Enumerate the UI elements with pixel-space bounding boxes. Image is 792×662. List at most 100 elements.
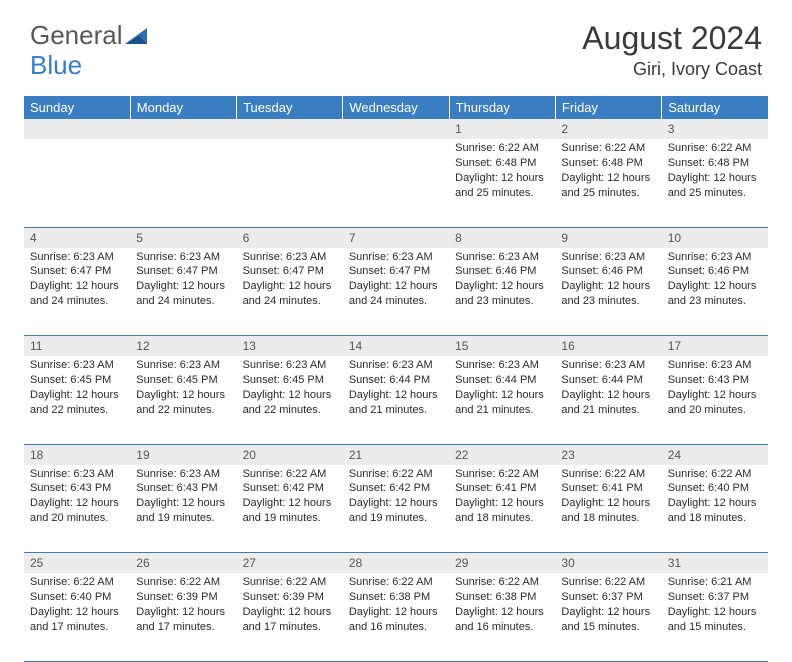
day-detail-cell: Sunrise: 6:23 AMSunset: 6:47 PMDaylight:… [343,248,449,336]
day-detail-cell: Sunrise: 6:23 AMSunset: 6:46 PMDaylight:… [449,248,555,336]
day-number-cell: 1 [449,119,555,139]
day-detail: Sunrise: 6:23 AMSunset: 6:46 PMDaylight:… [662,248,768,313]
day-detail-cell [24,139,130,227]
title-block: August 2024 Giri, Ivory Coast [582,20,762,80]
weekday-header: Friday [555,96,661,119]
day-detail-cell [237,139,343,227]
day-number-row: 45678910 [24,227,768,248]
day-number-cell: 31 [662,553,768,574]
day-detail: Sunrise: 6:23 AMSunset: 6:43 PMDaylight:… [130,465,236,530]
day-detail: Sunrise: 6:23 AMSunset: 6:45 PMDaylight:… [24,356,130,421]
day-detail: Sunrise: 6:23 AMSunset: 6:47 PMDaylight:… [343,248,449,313]
day-number-row: 123 [24,119,768,139]
day-detail: Sunrise: 6:22 AMSunset: 6:42 PMDaylight:… [343,465,449,530]
day-number-cell: 18 [24,444,130,465]
day-detail-cell [130,139,236,227]
day-number-cell: 11 [24,336,130,357]
day-detail: Sunrise: 6:23 AMSunset: 6:45 PMDaylight:… [130,356,236,421]
day-detail: Sunrise: 6:22 AMSunset: 6:40 PMDaylight:… [662,465,768,530]
day-detail: Sunrise: 6:22 AMSunset: 6:39 PMDaylight:… [130,573,236,638]
day-detail-cell: Sunrise: 6:22 AMSunset: 6:39 PMDaylight:… [130,573,236,661]
calendar-table: SundayMondayTuesdayWednesdayThursdayFrid… [24,96,768,662]
day-number-cell: 12 [130,336,236,357]
day-number-cell: 14 [343,336,449,357]
day-number-cell: 22 [449,444,555,465]
day-detail-cell: Sunrise: 6:23 AMSunset: 6:45 PMDaylight:… [24,356,130,444]
day-detail-cell: Sunrise: 6:22 AMSunset: 6:38 PMDaylight:… [343,573,449,661]
day-number-cell: 16 [555,336,661,357]
day-detail-cell: Sunrise: 6:23 AMSunset: 6:47 PMDaylight:… [237,248,343,336]
day-detail-cell: Sunrise: 6:22 AMSunset: 6:40 PMDaylight:… [24,573,130,661]
day-detail-row: Sunrise: 6:22 AMSunset: 6:40 PMDaylight:… [24,573,768,661]
day-detail-cell: Sunrise: 6:22 AMSunset: 6:42 PMDaylight:… [237,465,343,553]
day-number-cell: 28 [343,553,449,574]
day-detail: Sunrise: 6:22 AMSunset: 6:48 PMDaylight:… [555,139,661,204]
logo-line2: Blue [30,50,82,81]
day-detail: Sunrise: 6:23 AMSunset: 6:47 PMDaylight:… [130,248,236,313]
month-title: August 2024 [582,20,762,57]
day-detail-cell: Sunrise: 6:23 AMSunset: 6:43 PMDaylight:… [662,356,768,444]
day-number-cell: 20 [237,444,343,465]
weekday-header: Sunday [24,96,130,119]
day-detail-row: Sunrise: 6:23 AMSunset: 6:47 PMDaylight:… [24,248,768,336]
day-detail-cell: Sunrise: 6:23 AMSunset: 6:45 PMDaylight:… [237,356,343,444]
day-detail: Sunrise: 6:22 AMSunset: 6:41 PMDaylight:… [555,465,661,530]
day-detail: Sunrise: 6:22 AMSunset: 6:48 PMDaylight:… [449,139,555,204]
day-detail-cell: Sunrise: 6:23 AMSunset: 6:43 PMDaylight:… [24,465,130,553]
day-number-row: 18192021222324 [24,444,768,465]
day-number-cell [343,119,449,139]
day-number-cell [24,119,130,139]
day-detail: Sunrise: 6:22 AMSunset: 6:38 PMDaylight:… [343,573,449,638]
day-detail: Sunrise: 6:22 AMSunset: 6:37 PMDaylight:… [555,573,661,638]
day-detail-cell: Sunrise: 6:22 AMSunset: 6:48 PMDaylight:… [662,139,768,227]
day-detail-cell: Sunrise: 6:22 AMSunset: 6:48 PMDaylight:… [555,139,661,227]
day-number-cell: 26 [130,553,236,574]
day-number-cell: 6 [237,227,343,248]
day-number-cell: 29 [449,553,555,574]
day-number-cell: 2 [555,119,661,139]
logo-text-general: General [30,20,123,51]
day-number-cell: 7 [343,227,449,248]
day-number-cell: 24 [662,444,768,465]
logo: General [30,20,147,51]
day-detail-cell: Sunrise: 6:22 AMSunset: 6:42 PMDaylight:… [343,465,449,553]
day-number-cell: 4 [24,227,130,248]
day-number-cell: 9 [555,227,661,248]
day-number-cell: 13 [237,336,343,357]
day-number-cell: 3 [662,119,768,139]
day-number-cell: 15 [449,336,555,357]
day-detail: Sunrise: 6:23 AMSunset: 6:47 PMDaylight:… [24,248,130,313]
day-number-cell: 23 [555,444,661,465]
day-detail-cell [343,139,449,227]
day-number-cell [130,119,236,139]
day-number-cell: 21 [343,444,449,465]
day-detail-cell: Sunrise: 6:23 AMSunset: 6:44 PMDaylight:… [555,356,661,444]
day-detail: Sunrise: 6:23 AMSunset: 6:47 PMDaylight:… [237,248,343,313]
header: General August 2024 Giri, Ivory Coast [0,0,792,88]
day-detail-cell: Sunrise: 6:23 AMSunset: 6:47 PMDaylight:… [24,248,130,336]
day-detail-cell: Sunrise: 6:22 AMSunset: 6:41 PMDaylight:… [449,465,555,553]
day-detail: Sunrise: 6:22 AMSunset: 6:48 PMDaylight:… [662,139,768,204]
day-number-cell: 8 [449,227,555,248]
day-detail: Sunrise: 6:23 AMSunset: 6:46 PMDaylight:… [555,248,661,313]
weekday-header: Saturday [662,96,768,119]
day-number-cell: 19 [130,444,236,465]
day-number-row: 11121314151617 [24,336,768,357]
logo-text-blue: Blue [30,50,82,80]
day-number-row: 25262728293031 [24,553,768,574]
day-detail-row: Sunrise: 6:23 AMSunset: 6:43 PMDaylight:… [24,465,768,553]
day-detail-cell: Sunrise: 6:23 AMSunset: 6:45 PMDaylight:… [130,356,236,444]
day-detail-cell: Sunrise: 6:23 AMSunset: 6:44 PMDaylight:… [449,356,555,444]
day-detail-cell: Sunrise: 6:23 AMSunset: 6:46 PMDaylight:… [662,248,768,336]
day-number-cell: 10 [662,227,768,248]
day-detail-cell: Sunrise: 6:23 AMSunset: 6:47 PMDaylight:… [130,248,236,336]
weekday-header: Tuesday [237,96,343,119]
day-detail: Sunrise: 6:21 AMSunset: 6:37 PMDaylight:… [662,573,768,638]
day-detail: Sunrise: 6:23 AMSunset: 6:44 PMDaylight:… [343,356,449,421]
day-detail: Sunrise: 6:23 AMSunset: 6:44 PMDaylight:… [555,356,661,421]
day-detail-cell: Sunrise: 6:22 AMSunset: 6:37 PMDaylight:… [555,573,661,661]
weekday-header: Monday [130,96,236,119]
day-detail-cell: Sunrise: 6:23 AMSunset: 6:44 PMDaylight:… [343,356,449,444]
day-number-cell: 5 [130,227,236,248]
day-detail: Sunrise: 6:23 AMSunset: 6:43 PMDaylight:… [662,356,768,421]
